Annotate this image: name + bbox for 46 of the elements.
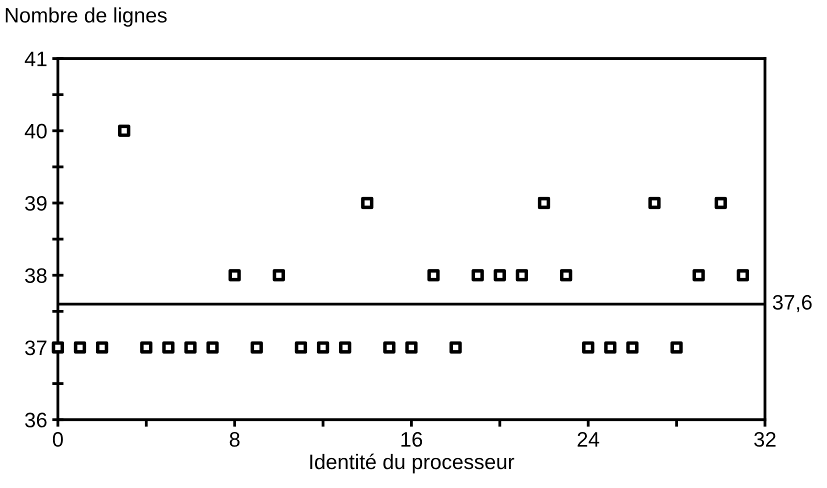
point	[118, 124, 130, 137]
y-tick-label: 41	[24, 52, 46, 66]
x-tick-label: 32	[754, 432, 776, 447]
point	[648, 196, 661, 210]
point	[472, 269, 484, 282]
point	[692, 269, 705, 282]
ref-line-label: 37,6	[772, 294, 812, 312]
point	[294, 341, 308, 354]
x-axis-title: Identité du processeur	[310, 454, 514, 474]
point	[74, 341, 86, 354]
point	[582, 341, 594, 354]
point	[316, 341, 330, 354]
x-tick-label: 8	[230, 432, 240, 447]
point	[96, 341, 108, 354]
y-tick-label: 36	[25, 412, 47, 428]
point	[361, 196, 374, 210]
y-tick-label: 39	[25, 196, 46, 211]
point	[450, 341, 462, 354]
point	[184, 341, 197, 354]
point	[250, 341, 263, 354]
y-axis-title: Nombre de lignes	[6, 7, 167, 27]
point	[494, 269, 506, 282]
point	[206, 341, 219, 354]
point	[538, 196, 550, 210]
point	[228, 269, 241, 282]
point	[140, 341, 152, 354]
point	[405, 341, 418, 354]
point	[383, 341, 396, 354]
x-tick-label: 24	[578, 432, 600, 447]
y-tick-label: 40	[24, 124, 47, 139]
point	[670, 341, 683, 354]
y-tick-label: 37	[25, 340, 46, 356]
x-tick-label: 0	[52, 432, 63, 447]
y-tick-label: 38	[25, 268, 47, 283]
point	[52, 341, 64, 354]
point	[736, 269, 750, 282]
point	[427, 269, 440, 282]
point	[626, 341, 639, 354]
point	[272, 269, 285, 282]
point	[516, 269, 528, 282]
point	[339, 341, 352, 354]
point	[714, 196, 727, 210]
point	[560, 269, 572, 282]
point	[604, 341, 616, 354]
x-tick-label: 16	[401, 432, 422, 447]
point	[162, 341, 174, 354]
